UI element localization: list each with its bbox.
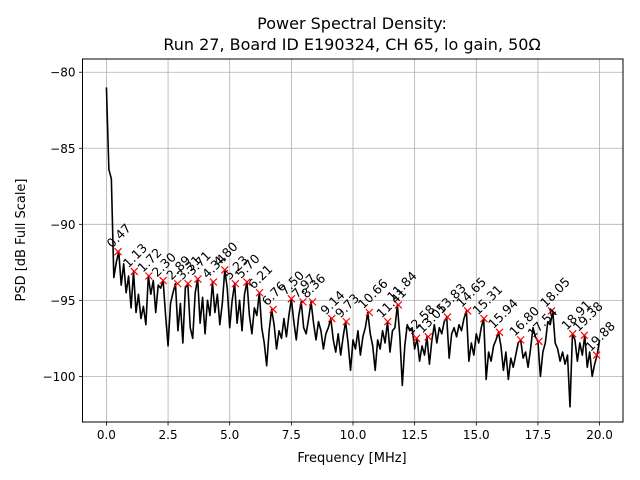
- peak-marker-stroke: [299, 297, 307, 306]
- y-tick-label: −90: [50, 218, 75, 232]
- peak-marker-stroke: [173, 279, 182, 288]
- peak-marker: [159, 276, 168, 285]
- peak-marker-stroke: [394, 300, 403, 309]
- y-axis-label: PSD [dB Full Scale]: [14, 178, 29, 301]
- peak-marker-stroke: [287, 294, 296, 303]
- x-tick-label: 5.0: [220, 428, 239, 442]
- y-tick-label: −95: [50, 294, 75, 308]
- x-tick-label: 15.0: [463, 428, 490, 442]
- peak-marker-stroke: [383, 317, 392, 326]
- plot-area: [105, 87, 601, 408]
- x-tick-label: 2.5: [159, 428, 178, 442]
- peak-marker: [534, 337, 543, 346]
- y-tick-label: −80: [50, 66, 75, 80]
- peak-marker-stroke: [412, 334, 421, 343]
- x-axis-ticks: 0.0 2.5 5.0 7.5 10.0 12.5 15.0 17.5 20.0: [97, 422, 613, 442]
- peak-marker-stroke: [184, 279, 192, 288]
- peak-marker: [480, 314, 488, 323]
- x-tick-label: 10.0: [340, 428, 367, 442]
- peak-marker: [184, 279, 192, 288]
- peak-marker-stroke: [592, 351, 601, 360]
- peak-marker: [342, 317, 351, 326]
- peak-marker: [114, 247, 122, 256]
- peak-marker-stroke: [568, 329, 577, 338]
- peak-marker-stroke: [463, 307, 472, 315]
- peak-marker-stroke: [424, 332, 433, 341]
- peak-marker: [443, 313, 452, 321]
- peak-marker-stroke: [231, 279, 240, 288]
- peak-marker: [412, 334, 421, 343]
- peak-marker: [269, 305, 278, 314]
- peak-marker: [394, 300, 403, 309]
- peak-marker: [383, 317, 392, 326]
- x-tick-label: 0.0: [97, 428, 116, 442]
- peak-marker-stroke: [130, 267, 139, 276]
- peak-marker: [287, 294, 296, 303]
- peak-marker-stroke: [480, 314, 488, 323]
- x-tick-label: 17.5: [525, 428, 552, 442]
- peak-marker: [308, 297, 317, 306]
- peak-marker-stroke: [365, 308, 374, 317]
- peak-marker: [495, 328, 504, 337]
- peak-marker: [299, 297, 307, 306]
- x-axis-label: Frequency [MHz]: [297, 451, 406, 466]
- peak-marker: [220, 266, 229, 274]
- peak-marker: [365, 308, 374, 317]
- peak-marker-stroke: [269, 305, 278, 314]
- peak-marker: [255, 288, 264, 297]
- peak-marker-stroke: [209, 278, 218, 287]
- peak-marker-stroke: [327, 314, 336, 323]
- peak-marker-stroke: [580, 331, 589, 340]
- x-tick-label: 7.5: [282, 428, 301, 442]
- peak-marker-stroke: [547, 307, 556, 315]
- peak-marker-stroke: [144, 272, 153, 280]
- y-tick-label: −100: [43, 370, 76, 384]
- peak-marker: [193, 275, 202, 283]
- peak-marker: [231, 279, 240, 288]
- peak-marker: [209, 278, 218, 287]
- peak-marker-stroke: [495, 328, 504, 337]
- peak-marker-stroke: [193, 275, 202, 283]
- peak-marker-stroke: [342, 317, 351, 326]
- x-tick-label: 20.0: [586, 428, 613, 442]
- peak-marker-stroke: [243, 278, 251, 287]
- peak-marker: [130, 267, 139, 276]
- peak-marker: [568, 329, 577, 338]
- peak-marker-stroke: [114, 247, 122, 256]
- psd-line: [105, 87, 601, 408]
- peak-marker: [327, 314, 336, 323]
- peak-marker-stroke: [534, 337, 543, 346]
- peak-marker: [243, 278, 251, 287]
- chart-subtitle: Run 27, Board ID E190324, CH 65, lo gain…: [163, 35, 540, 54]
- peak-marker: [463, 307, 472, 315]
- peak-marker: [592, 351, 601, 360]
- peak-markers: [114, 247, 601, 360]
- peak-marker: [580, 331, 589, 340]
- peak-marker-stroke: [443, 313, 452, 321]
- grid: [82, 59, 623, 422]
- peak-marker-stroke: [255, 288, 264, 297]
- peak-marker-stroke: [516, 335, 525, 344]
- peak-marker-stroke: [308, 297, 317, 306]
- peak-marker: [173, 279, 182, 288]
- peak-marker-stroke: [159, 276, 168, 285]
- peak-marker: [144, 272, 153, 280]
- peak-marker: [516, 335, 525, 344]
- peak-marker: [547, 307, 556, 315]
- peak-marker: [424, 332, 433, 341]
- peak-marker-stroke: [220, 266, 229, 274]
- y-axis-ticks: −80 −85 −90 −95 −100: [43, 66, 83, 384]
- chart-title: Power Spectral Density:: [257, 14, 447, 33]
- x-tick-label: 12.5: [401, 428, 428, 442]
- y-tick-label: −85: [50, 142, 75, 156]
